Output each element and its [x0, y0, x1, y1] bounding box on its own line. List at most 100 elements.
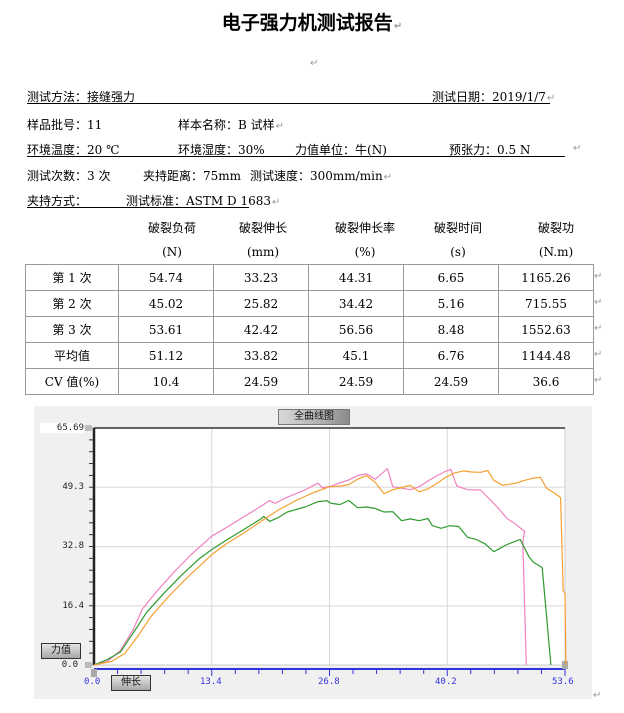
- test-standard-value: ASTM D 1683: [186, 194, 271, 208]
- y-tick-label: 49.3: [62, 482, 84, 492]
- force-unit-label: 力值单位：: [295, 143, 356, 157]
- force-unit-field: 力值单位：牛(N): [295, 141, 387, 158]
- column-header-break-load: 破裂负荷: [147, 221, 196, 235]
- report-title-text: 电子强力机测试报告: [221, 12, 393, 34]
- row-label: 第 3 次: [25, 316, 119, 343]
- sample-name-field: 样本名称：B 试样↵: [178, 116, 284, 133]
- pretension-label: 预张力：: [449, 143, 498, 157]
- pretension-value: 0.5 N: [497, 143, 531, 157]
- column-unit-break-elongation: (mm): [246, 245, 280, 259]
- table-cell: 45.1: [308, 342, 404, 369]
- env-humidity-value: 30%: [238, 143, 265, 157]
- paragraph-mark: ↵: [594, 323, 603, 334]
- test-method-value: 接缝强力: [87, 90, 136, 104]
- force-axis-button[interactable]: 力值: [41, 643, 81, 659]
- batch-no-value: 11: [87, 118, 103, 132]
- paragraph-mark: ↵: [271, 197, 281, 208]
- row-label: 第 1 次: [25, 264, 119, 291]
- sample-name-value: B 试样: [238, 118, 275, 132]
- paragraph-mark: ↵: [594, 349, 603, 360]
- paragraph-mark: ↵: [573, 143, 582, 154]
- underline-divider: [27, 103, 550, 104]
- y-tick-label: 65.69: [40, 423, 84, 433]
- paragraph-mark: ↵: [594, 375, 603, 386]
- table-cell: 24.59: [308, 368, 404, 395]
- table-cell: 33.82: [213, 342, 309, 369]
- chart-plot: [85, 425, 568, 677]
- paragraph-mark: ↵: [383, 172, 393, 183]
- column-header-break-time: 破裂时间: [433, 221, 482, 235]
- clamp-distance-label: 夹持距离：: [143, 169, 204, 183]
- y-min-marker-icon: [85, 662, 93, 668]
- paragraph-mark: ↵: [546, 93, 556, 104]
- table-cell: 6.76: [403, 342, 499, 369]
- clamp-distance-value: 75mm: [203, 169, 242, 183]
- env-humidity-label: 环境湿度：: [178, 143, 239, 157]
- row-label: CV 值(%): [25, 368, 119, 395]
- table-cell: 53.61: [118, 316, 214, 343]
- paragraph-mark: ↵: [594, 297, 603, 308]
- row-label: 平均值: [25, 342, 119, 369]
- x-min-marker-icon: [91, 669, 97, 677]
- curve-chart: 全曲线图 65.69 49.3 32.8 16.4 0.0 0.0 13.4 2…: [34, 406, 592, 699]
- x-max-marker-icon: [562, 661, 568, 669]
- test-date-label: 测试日期：: [432, 90, 493, 104]
- elongation-axis-button[interactable]: 伸长: [111, 675, 151, 691]
- table-cell: 24.59: [403, 368, 499, 395]
- full-curve-button[interactable]: 全曲线图: [278, 409, 350, 425]
- underline-divider: [27, 207, 249, 208]
- table-cell: 45.02: [118, 290, 214, 317]
- test-method-label: 测试方法：: [27, 90, 88, 104]
- column-unit-break-work: (N.m): [538, 245, 574, 259]
- results-table: 第 1 次 54.74 33.23 44.31 6.65 1165.26 第 2…: [25, 264, 594, 395]
- column-unit-break-time: (s): [450, 245, 466, 259]
- env-temp-field: 环境温度：20 ℃: [27, 141, 120, 158]
- x-tick-label: 26.8: [318, 677, 340, 687]
- test-date-field: 测试日期：2019/1/7↵: [432, 88, 555, 105]
- report-title: 电子强力机测试报告↵: [0, 8, 624, 35]
- row-label: 第 2 次: [25, 290, 119, 317]
- x-tick-label: 53.6: [552, 677, 574, 687]
- curve-series: [93, 499, 552, 666]
- test-speed-label: 测试速度：: [250, 169, 311, 183]
- paragraph-mark: ↵: [275, 121, 285, 132]
- table-cell: 44.31: [308, 264, 404, 291]
- table-cell: 51.12: [118, 342, 214, 369]
- column-header-break-elongation-rate: 破裂伸长率: [334, 221, 395, 235]
- table-cell: 36.6: [498, 368, 594, 395]
- table-row: 第 1 次 54.74 33.23 44.31 6.65 1165.26: [25, 264, 594, 291]
- test-count-value: 3 次: [87, 169, 111, 183]
- clamp-method-label: 夹持方式：: [27, 194, 88, 208]
- table-cell: 24.59: [213, 368, 309, 395]
- test-count-field: 测试次数：3 次: [27, 167, 110, 184]
- y-tick-label: 32.8: [62, 541, 84, 551]
- paragraph-mark: ↵: [593, 690, 602, 701]
- table-cell: 10.4: [118, 368, 214, 395]
- paragraph-mark: ↵: [393, 21, 403, 32]
- table-row: 平均值 51.12 33.82 45.1 6.76 1144.48: [25, 342, 594, 369]
- table-cell: 42.42: [213, 316, 309, 343]
- clamp-method-field: 夹持方式：: [27, 192, 87, 209]
- x-tick-label: 13.4: [200, 677, 222, 687]
- table-row: CV 值(%) 10.4 24.59 24.59 24.59 36.6: [25, 368, 594, 395]
- test-speed-field: 测试速度：300mm/min↵: [250, 167, 392, 184]
- table-cell: 33.23: [213, 264, 309, 291]
- batch-no-field: 样品批号：11: [27, 116, 102, 133]
- curve-series: [93, 468, 527, 666]
- test-count-label: 测试次数：: [27, 169, 88, 183]
- test-standard-field: 测试标准：ASTM D 1683↵: [126, 192, 280, 209]
- test-date-value: 2019/1/7: [492, 90, 546, 104]
- table-cell: 6.65: [403, 264, 499, 291]
- table-cell: 1144.48: [498, 342, 594, 369]
- env-temp-label: 环境温度：: [27, 143, 88, 157]
- y-tick-label: 16.4: [62, 601, 84, 611]
- env-humidity-field: 环境湿度：30%: [178, 141, 265, 158]
- test-standard-label: 测试标准：: [126, 194, 187, 208]
- env-temp-value: 20 ℃: [87, 143, 120, 157]
- test-speed-value: 300mm/min: [310, 169, 383, 183]
- x-tick-label: 40.2: [435, 677, 457, 687]
- table-cell: 8.48: [403, 316, 499, 343]
- column-header-break-elongation: 破裂伸长: [238, 221, 287, 235]
- table-cell: 715.55: [498, 290, 594, 317]
- batch-no-label: 样品批号：: [27, 118, 88, 132]
